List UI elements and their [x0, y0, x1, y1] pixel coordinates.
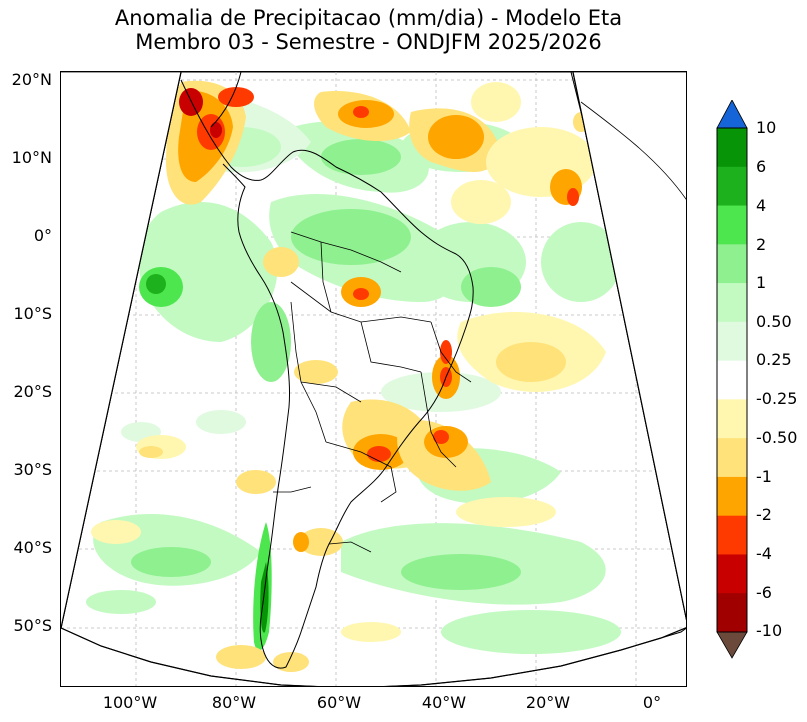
colorbar-label: -4	[756, 544, 772, 563]
colorbar-label: 0.50	[756, 312, 792, 331]
lon-label-100w: 100°W	[102, 693, 158, 712]
map-panel	[60, 71, 687, 687]
colorbar-segment	[717, 438, 747, 478]
colorbar-label: -0.25	[756, 389, 798, 408]
lon-label-80w: 80°W	[211, 693, 257, 712]
africa-coast	[573, 72, 686, 200]
colorbar-segment	[717, 593, 747, 633]
colorbar-label: -10	[756, 621, 783, 640]
lat-label-30s: 30°S	[13, 460, 52, 479]
colorbar-label: -6	[756, 583, 772, 602]
country-borders	[273, 231, 472, 553]
colorbar-segment	[717, 476, 747, 517]
colorbar-segment	[717, 166, 747, 207]
map-title-line-2: Membro 03 - Semestre - ONDJFM 2025/2026	[135, 30, 602, 54]
colorbar-frame	[716, 127, 748, 633]
lon-label-20w: 20°W	[525, 693, 571, 712]
colorbar-segment	[717, 554, 747, 594]
colorbar-segment	[717, 205, 747, 245]
lat-label-20s: 20°S	[13, 382, 52, 401]
lat-label-10s: 10°S	[13, 304, 52, 323]
colorbar-label: -2	[756, 505, 772, 524]
colorbar-label: 4	[756, 196, 767, 215]
colorbar-segment	[717, 399, 747, 439]
lat-label-20n: 20°N	[11, 70, 52, 89]
colorbar-segment	[717, 244, 747, 284]
lon-label-40w: 40°W	[421, 693, 467, 712]
dry-anomaly-fields	[91, 80, 683, 672]
lat-label-10n: 10°N	[11, 148, 52, 167]
colorbar-label: 2	[756, 235, 767, 254]
colorbar-label: 6	[756, 157, 767, 176]
colorbar-segment	[717, 515, 747, 555]
domain-side-edges	[61, 72, 686, 629]
colorbar-extend-max	[716, 100, 748, 129]
lat-label-0: 0°	[33, 226, 52, 245]
colorbar-label: -1	[756, 467, 772, 486]
colorbar-segment	[717, 283, 747, 323]
lat-label-40s: 40°S	[13, 538, 52, 557]
map-title-line-1: Anomalia de Precipitacao (mm/dia) - Mode…	[114, 6, 623, 30]
precipitation-anomaly-map	[61, 72, 686, 686]
colorbar-label: 1	[756, 273, 767, 292]
colorbar	[716, 100, 748, 659]
colorbar-segment	[717, 321, 747, 362]
colorbar-label: 10	[756, 118, 777, 137]
colorbar-segment	[717, 360, 747, 400]
colorbar-label: -0.50	[756, 428, 798, 447]
lon-label-60w: 60°W	[316, 693, 362, 712]
lon-label-0: 0°	[642, 693, 662, 712]
colorbar-label: 0.25	[756, 350, 792, 369]
lat-label-50s: 50°S	[13, 616, 52, 635]
colorbar-extend-min	[716, 631, 748, 659]
colorbar-segment	[717, 128, 747, 168]
